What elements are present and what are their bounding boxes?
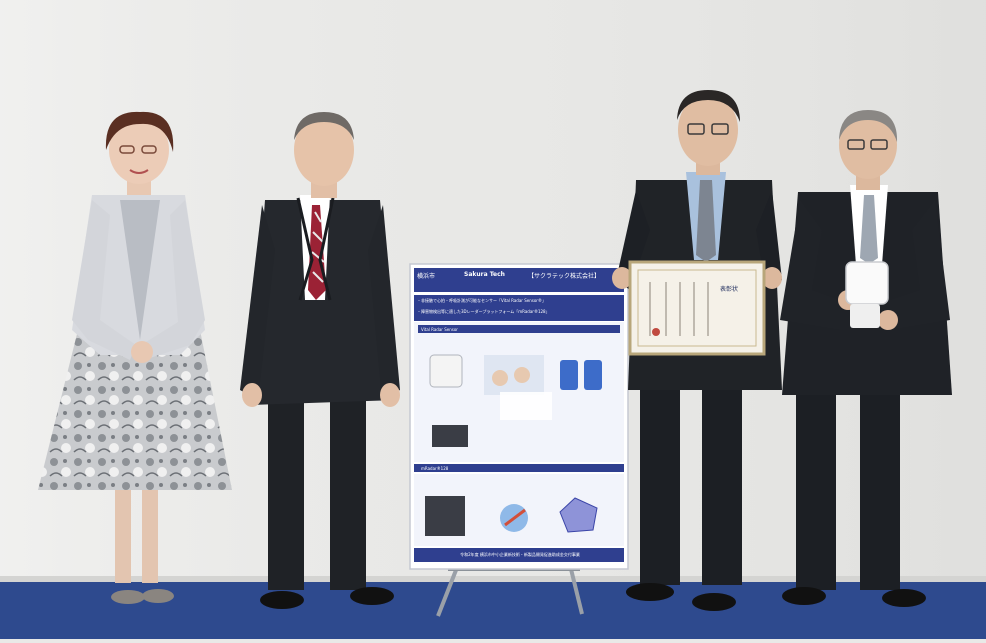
certificate-title: 表彰状 [720, 286, 739, 293]
carpet [0, 582, 986, 639]
certificate [628, 260, 766, 356]
poster-city: 横浜市 [417, 273, 436, 280]
person-man-2 [240, 112, 400, 609]
poster-board [409, 263, 629, 570]
person-woman [38, 111, 232, 604]
poster-footer: 令和2年度 横浜市中小企業新技術・新製品開発促進助成金交付事業 [460, 552, 580, 557]
poster-brand: Sakura Tech [464, 271, 505, 278]
poster-headline-1: ・非接触で心拍・呼吸計測が可能なセンサー「Vital Radar Sensor®… [417, 298, 546, 303]
radar-sensor-device [845, 261, 889, 328]
poster-company: 【サクラテック株式会社】 [528, 273, 601, 280]
poster-section-1: Vital Radar Sensor [421, 327, 458, 332]
poster-headline-2: ・障害物検出等に適した3Dレーダープラットフォーム「mRadar®128」 [417, 309, 550, 314]
baseboard [0, 576, 986, 584]
poster-section-2: mRadar®128 [421, 466, 449, 471]
